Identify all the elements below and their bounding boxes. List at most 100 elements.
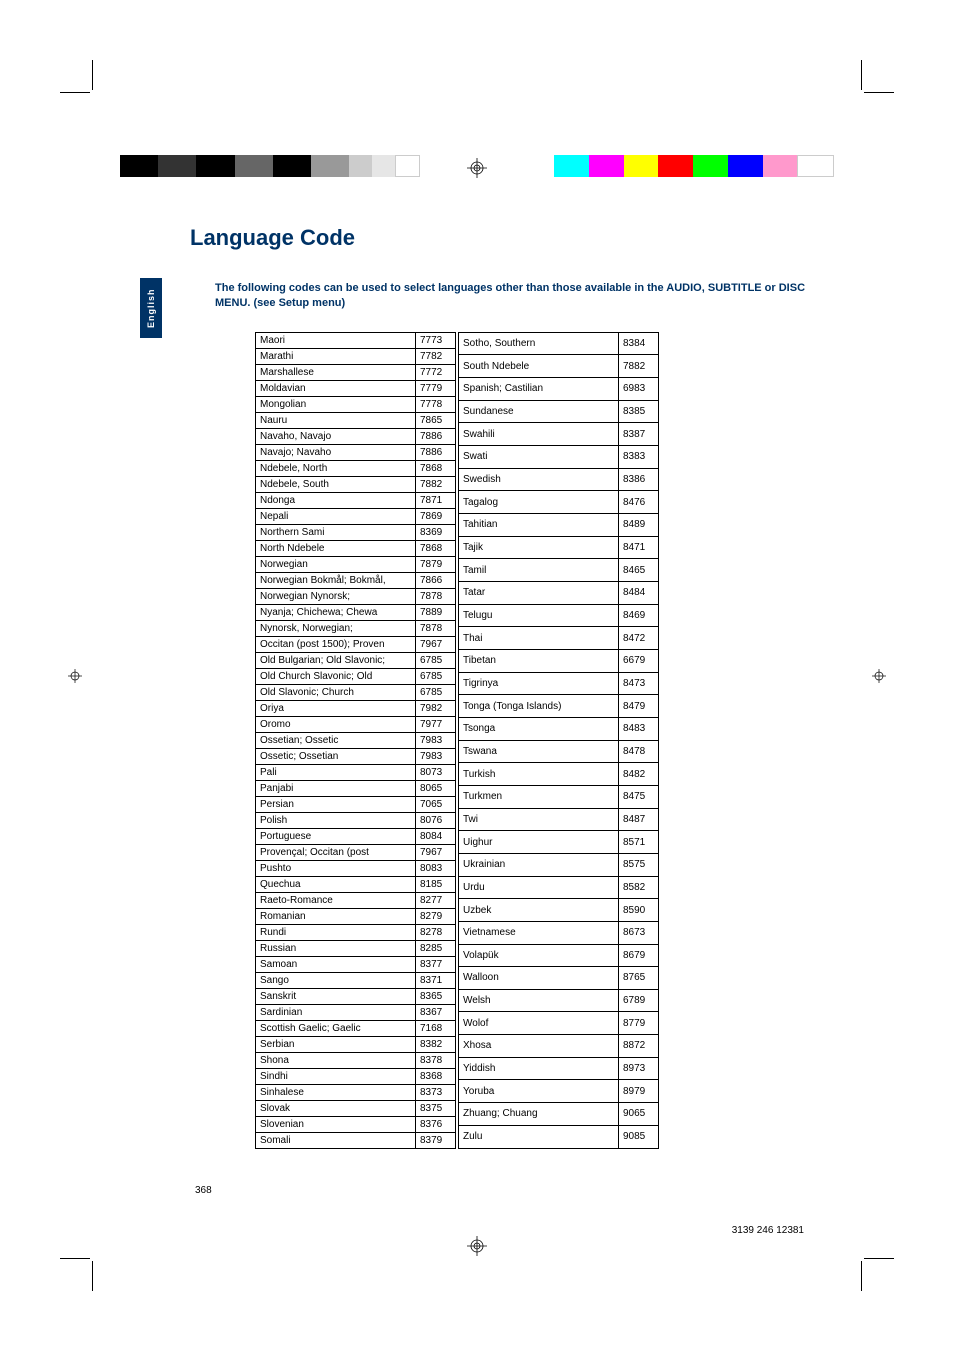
language-name: Romanian — [256, 908, 416, 924]
language-name: Ossetian; Ossetic — [256, 732, 416, 748]
language-name: Thai — [459, 627, 619, 650]
table-row: Somali8379 — [256, 1132, 456, 1148]
table-row: Quechua8185 — [256, 876, 456, 892]
language-code: 8979 — [619, 1080, 659, 1103]
language-name: Moldavian — [256, 380, 416, 396]
language-code: 8472 — [619, 627, 659, 650]
table-row: Navaho, Navajo7886 — [256, 428, 456, 444]
language-name: Occitan (post 1500); Proven — [256, 636, 416, 652]
color-swatch — [158, 155, 196, 177]
table-row: Zulu9085 — [459, 1125, 659, 1148]
language-name: Panjabi — [256, 780, 416, 796]
table-row: South Ndebele7882 — [459, 355, 659, 378]
language-code: 8083 — [416, 860, 456, 876]
table-row: Portuguese8084 — [256, 828, 456, 844]
table-row: Wolof8779 — [459, 1012, 659, 1035]
color-bar-right — [554, 155, 834, 177]
table-row: Sindhi8368 — [256, 1068, 456, 1084]
table-row: Old Bulgarian; Old Slavonic;6785 — [256, 652, 456, 668]
color-swatch — [797, 155, 834, 177]
language-code: 8377 — [416, 956, 456, 972]
table-row: North Ndebele7868 — [256, 540, 456, 556]
table-row: Xhosa8872 — [459, 1035, 659, 1058]
table-row: Navajo; Navaho7886 — [256, 444, 456, 460]
language-name: Sardinian — [256, 1004, 416, 1020]
language-code: 7869 — [416, 508, 456, 524]
language-name: Wolof — [459, 1012, 619, 1035]
color-swatch — [693, 155, 728, 177]
language-name: Old Bulgarian; Old Slavonic; — [256, 652, 416, 668]
language-name: Mongolian — [256, 396, 416, 412]
color-swatch — [589, 155, 624, 177]
language-name: Provençal; Occitan (post — [256, 844, 416, 860]
language-code: 8484 — [619, 582, 659, 605]
table-row: Yoruba8979 — [459, 1080, 659, 1103]
language-name: Tamil — [459, 559, 619, 582]
language-name: South Ndebele — [459, 355, 619, 378]
table-row: Nyanja; Chichewa; Chewa7889 — [256, 604, 456, 620]
language-code: 8277 — [416, 892, 456, 908]
language-name: Twi — [459, 808, 619, 831]
language-name: Pushto — [256, 860, 416, 876]
language-code: 8478 — [619, 740, 659, 763]
language-code: 7982 — [416, 700, 456, 716]
table-row: Tigrinya8473 — [459, 672, 659, 695]
language-code: 8384 — [619, 332, 659, 355]
language-name: Slovak — [256, 1100, 416, 1116]
language-code: 8185 — [416, 876, 456, 892]
language-name: Yiddish — [459, 1057, 619, 1080]
color-bar-left — [120, 155, 420, 177]
table-row: Vietnamese8673 — [459, 921, 659, 944]
language-code: 6785 — [416, 684, 456, 700]
table-row: Tahitian8489 — [459, 514, 659, 537]
table-row: Sardinian8367 — [256, 1004, 456, 1020]
table-row: Ossetian; Ossetic7983 — [256, 732, 456, 748]
color-swatch — [372, 155, 395, 177]
language-name: Swedish — [459, 468, 619, 491]
language-name: Marathi — [256, 348, 416, 364]
language-name: Xhosa — [459, 1035, 619, 1058]
table-row: Serbian8382 — [256, 1036, 456, 1052]
table-row: Uzbek8590 — [459, 899, 659, 922]
language-name: Uzbek — [459, 899, 619, 922]
table-row: Turkmen8475 — [459, 785, 659, 808]
language-code: 8476 — [619, 491, 659, 514]
language-name: Quechua — [256, 876, 416, 892]
language-code: 7779 — [416, 380, 456, 396]
language-code: 8469 — [619, 604, 659, 627]
language-name: Serbian — [256, 1036, 416, 1052]
language-name: Navaho, Navajo — [256, 428, 416, 444]
language-name: Telugu — [459, 604, 619, 627]
table-row: Rundi8278 — [256, 924, 456, 940]
table-row: Sanskrit8365 — [256, 988, 456, 1004]
language-name: North Ndebele — [256, 540, 416, 556]
table-row: Mongolian7778 — [256, 396, 456, 412]
table-row: Tsonga8483 — [459, 717, 659, 740]
table-row: Sotho, Southern8384 — [459, 332, 659, 355]
language-name: Sango — [256, 972, 416, 988]
table-row: Marathi7782 — [256, 348, 456, 364]
table-row: Persian7065 — [256, 796, 456, 812]
language-code: 8369 — [416, 524, 456, 540]
language-code: 8779 — [619, 1012, 659, 1035]
language-code: 8765 — [619, 967, 659, 990]
language-code: 8073 — [416, 764, 456, 780]
table-row: Northern Sami8369 — [256, 524, 456, 540]
language-code: 7866 — [416, 572, 456, 588]
table-row: Yiddish8973 — [459, 1057, 659, 1080]
language-name: Norwegian — [256, 556, 416, 572]
language-code: 8575 — [619, 853, 659, 876]
table-row: Swahili8387 — [459, 423, 659, 446]
table-row: Nauru7865 — [256, 412, 456, 428]
language-code: 7878 — [416, 620, 456, 636]
table-row: Tajik8471 — [459, 536, 659, 559]
table-row: Swati8383 — [459, 446, 659, 469]
color-swatch — [728, 155, 763, 177]
language-code: 8379 — [416, 1132, 456, 1148]
color-swatch — [624, 155, 659, 177]
language-code: 8367 — [416, 1004, 456, 1020]
table-row: Old Slavonic; Church6785 — [256, 684, 456, 700]
color-swatch — [658, 155, 693, 177]
language-code: 8973 — [619, 1057, 659, 1080]
table-row: Sinhalese8373 — [256, 1084, 456, 1100]
